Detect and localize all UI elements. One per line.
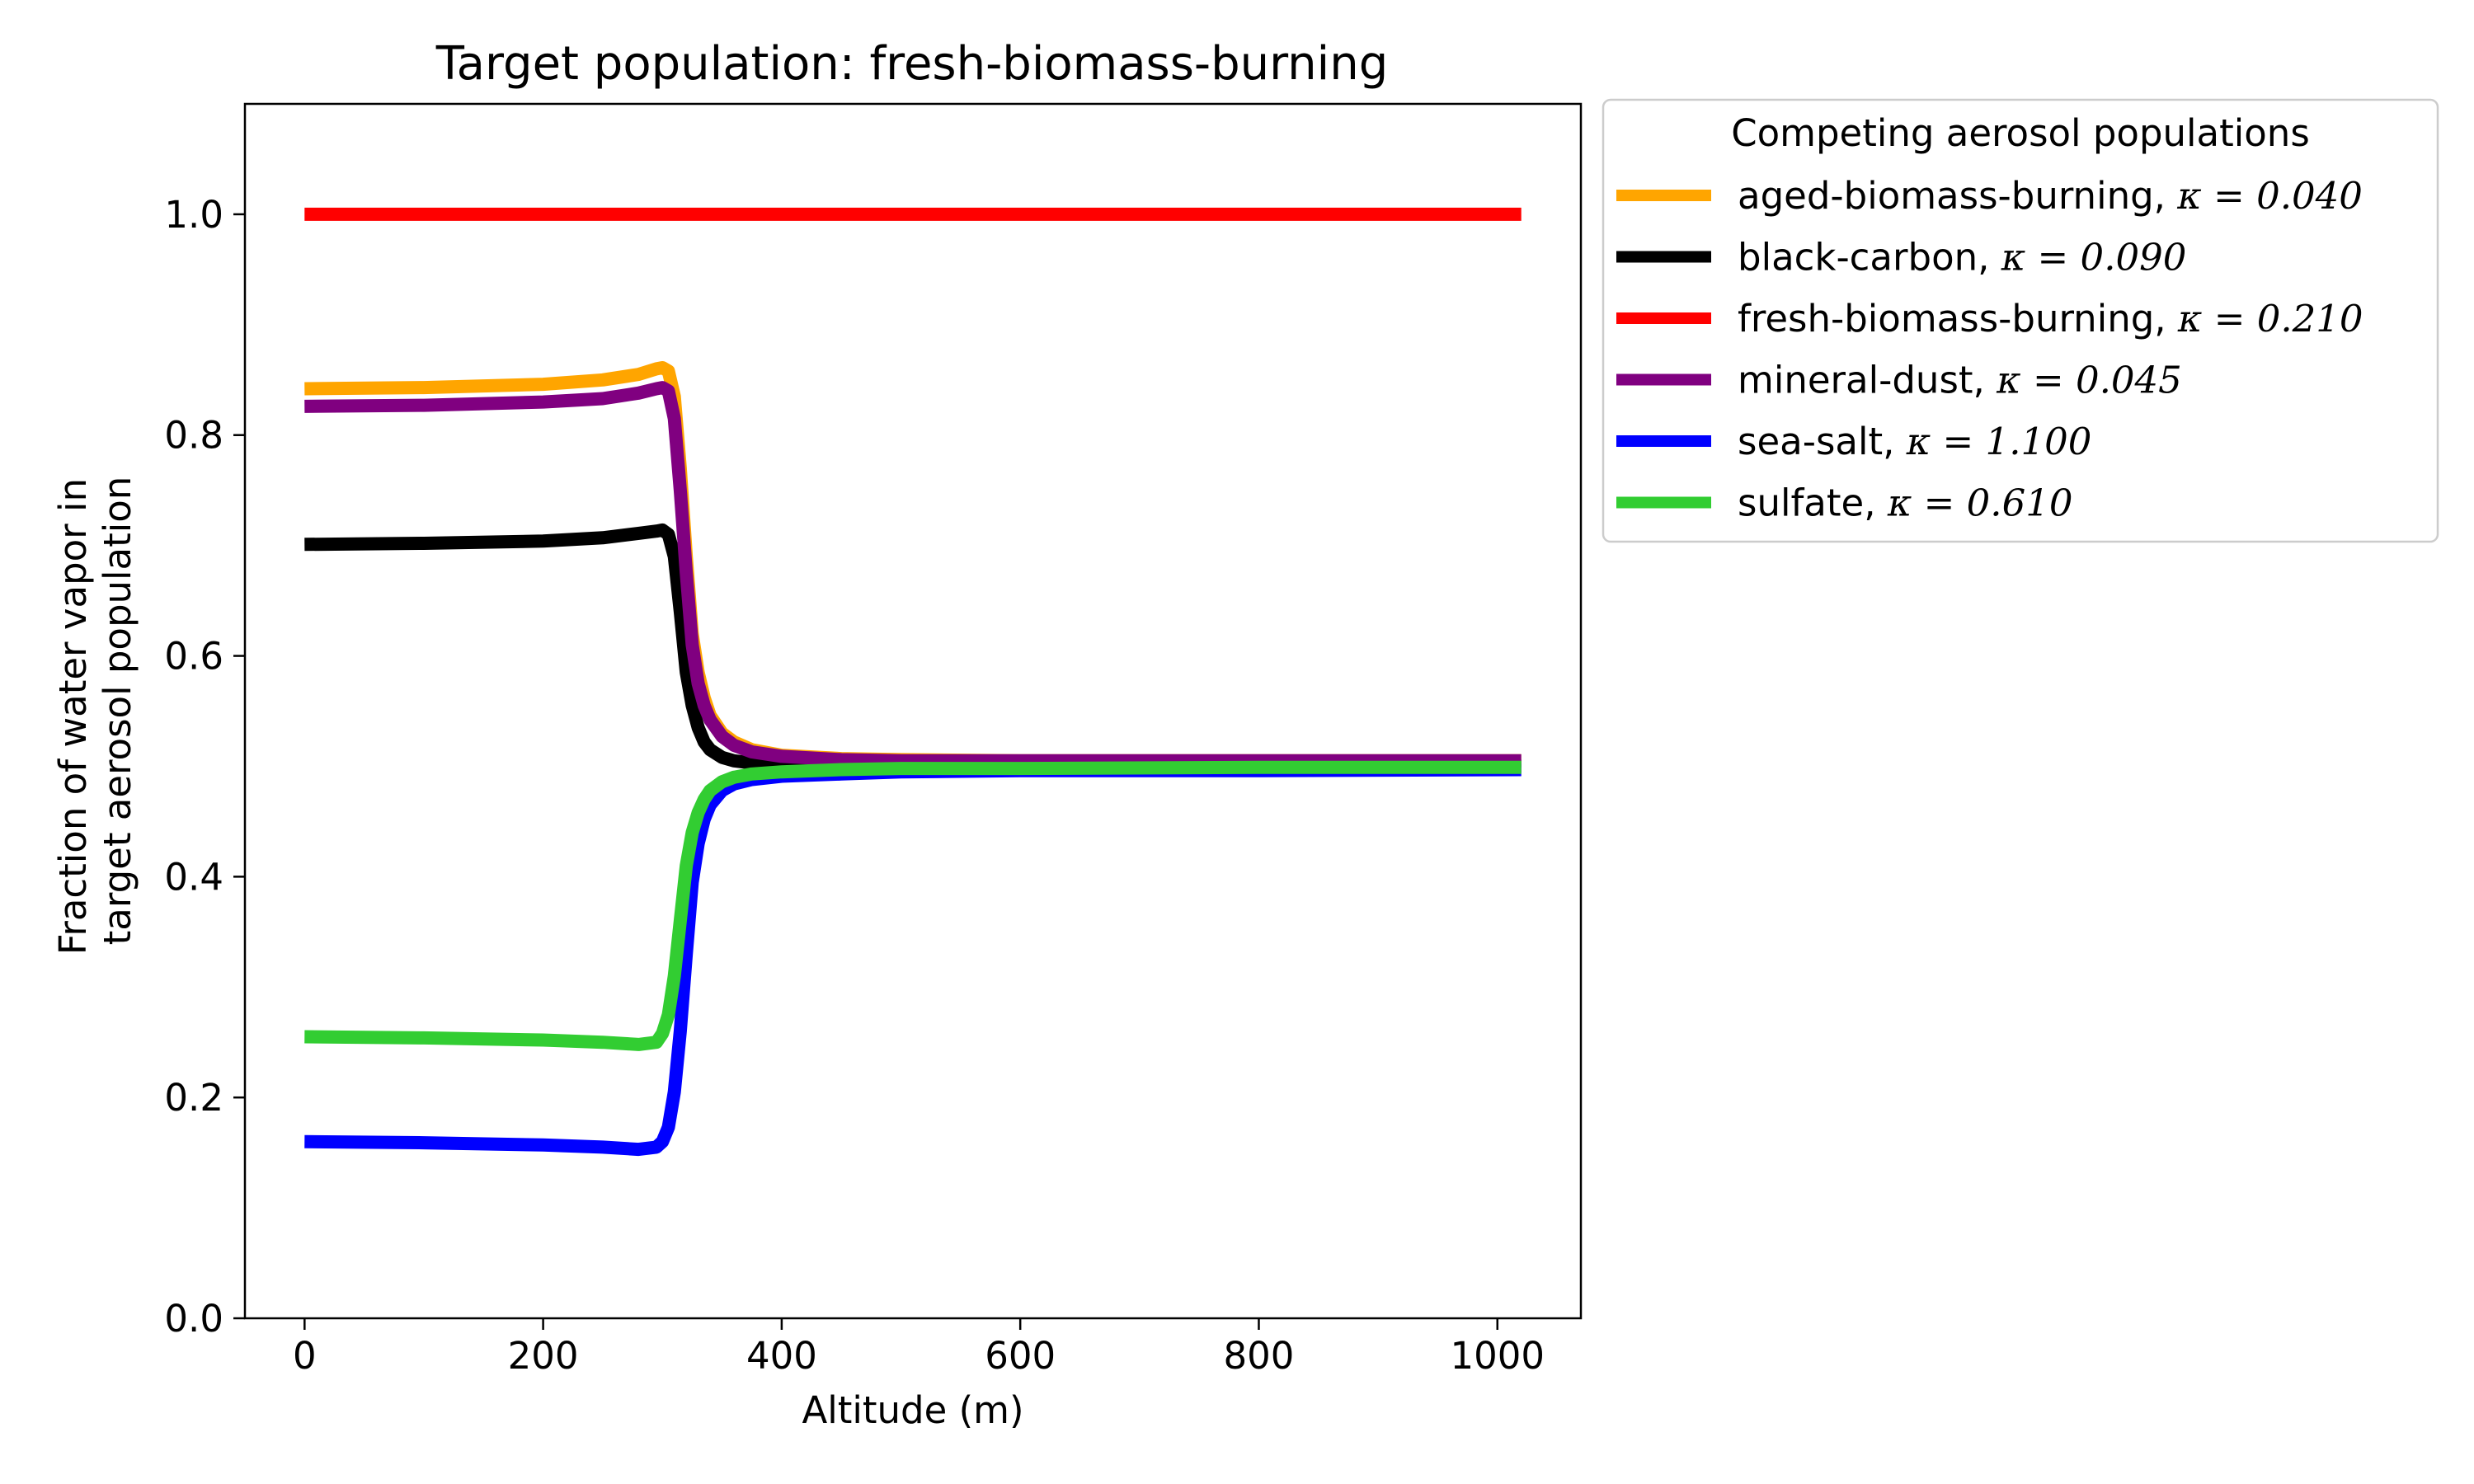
legend-entry-aged-biomass-burning: aged-biomass-burning, κ = 0.040 xyxy=(1616,174,2363,218)
y-axis-label-line-1: Fraction of water vapor in xyxy=(51,478,95,955)
legend-kappa-value: κ = 1.100 xyxy=(1906,420,2092,463)
legend-label: fresh-biomass-burning, κ = 0.210 xyxy=(1738,297,2363,340)
series-line-mineral-dust xyxy=(304,381,1522,768)
y-axis-label-line-2: target aerosol population xyxy=(96,477,139,946)
legend-entry-sea-salt: sea-salt, κ = 1.100 xyxy=(1616,420,2091,463)
legend-entry-fresh-biomass-burning: fresh-biomass-burning, κ = 0.210 xyxy=(1616,297,2363,340)
x-axis: 0 200 400 600 800 1000 xyxy=(293,1318,1545,1378)
legend-label: mineral-dust, κ = 0.045 xyxy=(1738,359,2182,402)
x-tick-label: 0 xyxy=(293,1334,317,1378)
plot-frame xyxy=(243,102,1583,1320)
y-tick-label: 0.2 xyxy=(164,1076,223,1120)
legend-kappa-value: κ = 0.610 xyxy=(1887,481,2073,525)
x-tick-label: 600 xyxy=(985,1334,1056,1378)
legend-label: black-carbon, κ = 0.090 xyxy=(1738,236,2186,279)
legend-entry-black-carbon: black-carbon, κ = 0.090 xyxy=(1616,236,2186,279)
y-axis: 0.0 0.2 0.4 0.6 0.8 1.0 xyxy=(164,193,245,1341)
legend-kappa-value: κ = 0.090 xyxy=(2001,236,2187,279)
legend-kappa-value: κ = 0.045 xyxy=(1996,359,2182,402)
y-tick-label: 0.6 xyxy=(164,635,223,679)
legend-series-name: fresh-biomass-burning, xyxy=(1738,297,2178,340)
series-layer xyxy=(304,207,1522,1157)
x-tick-label: 200 xyxy=(508,1334,579,1378)
y-tick-label: 0.8 xyxy=(164,414,223,458)
series-line-sulfate xyxy=(304,760,1522,1051)
legend-kappa-value: κ = 0.040 xyxy=(2176,174,2363,218)
legend-box xyxy=(1602,98,2439,543)
legend-series-name: mineral-dust, xyxy=(1738,359,1997,402)
y-tick-label: 0.4 xyxy=(164,855,223,899)
legend: Competing aerosol populations aged-bioma… xyxy=(1602,98,2439,543)
x-tick-label: 400 xyxy=(746,1334,817,1378)
legend-title: Competing aerosol populations xyxy=(1731,111,2310,155)
legend-label: sulfate, κ = 0.610 xyxy=(1738,481,2072,525)
legend-kappa-value: κ = 0.210 xyxy=(2177,297,2363,340)
y-tick-label: 1.0 xyxy=(164,193,223,237)
chart-title: Target population: fresh-biomass-burning xyxy=(435,37,1389,91)
legend-series-name: aged-biomass-burning, xyxy=(1738,174,2177,218)
legend-label: aged-biomass-burning, κ = 0.040 xyxy=(1738,174,2363,218)
x-tick-label: 800 xyxy=(1224,1334,1295,1378)
legend-label: sea-salt, κ = 1.100 xyxy=(1738,420,2091,463)
legend-entries: aged-biomass-burning, κ = 0.040 black-car… xyxy=(1616,174,2363,525)
legend-series-name: sea-salt, xyxy=(1738,420,1907,463)
y-axis-label: Fraction of water vapor in target aeroso… xyxy=(51,467,139,956)
y-tick-label: 0.0 xyxy=(164,1297,223,1341)
x-tick-label: 1000 xyxy=(1450,1334,1545,1378)
legend-entry-mineral-dust: mineral-dust, κ = 0.045 xyxy=(1616,359,2182,402)
legend-series-name: black-carbon, xyxy=(1738,236,2001,279)
legend-series-name: sulfate, xyxy=(1738,481,1888,525)
x-axis-label: Altitude (m) xyxy=(802,1388,1023,1432)
legend-entry-sulfate: sulfate, κ = 0.610 xyxy=(1616,481,2072,525)
